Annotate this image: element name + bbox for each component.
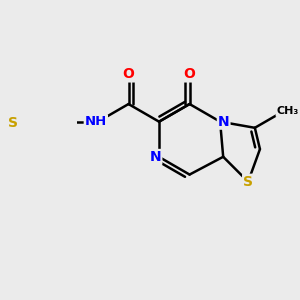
Text: O: O: [123, 68, 134, 81]
Text: S: S: [243, 175, 253, 189]
Text: N: N: [218, 115, 230, 129]
Text: CH₃: CH₃: [277, 106, 299, 116]
Text: O: O: [184, 68, 196, 81]
Text: S: S: [8, 116, 18, 130]
Text: NH: NH: [85, 115, 107, 128]
Text: N: N: [150, 150, 161, 164]
